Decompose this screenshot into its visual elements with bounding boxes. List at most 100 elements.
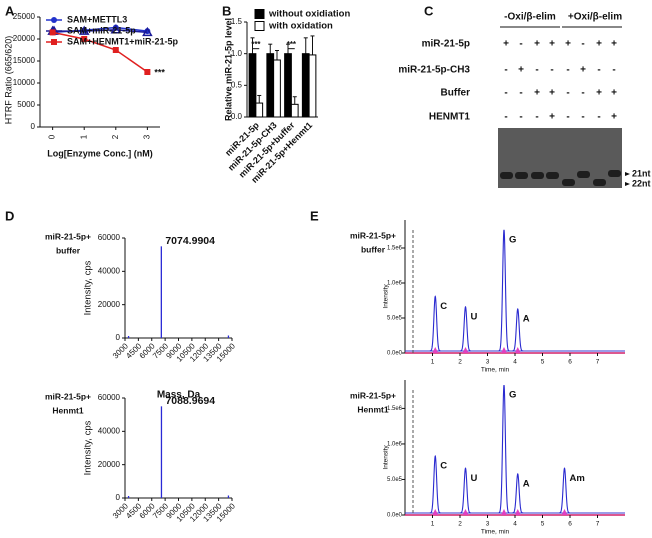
uv-trace xyxy=(514,347,521,353)
y-axis-label: Intensity, cps xyxy=(83,260,94,315)
bar xyxy=(248,53,257,118)
peak-label: G xyxy=(509,234,516,245)
sign: - xyxy=(519,88,522,99)
legend-label: SAM+HENMT1+miR-21-5p xyxy=(67,36,179,46)
series-line xyxy=(52,29,148,34)
panel-label: D xyxy=(5,208,14,223)
sign: + xyxy=(596,39,602,50)
x-tick-label: 1 xyxy=(431,359,435,366)
x-axis-label: Mass, Da xyxy=(157,390,201,401)
peak-label: C xyxy=(440,461,447,472)
sign: - xyxy=(597,65,600,76)
sign: - xyxy=(504,112,507,123)
uv-trace xyxy=(514,509,521,515)
y-tick-label: 0 xyxy=(116,493,121,502)
sign: - xyxy=(550,65,553,76)
legend-swatch xyxy=(254,9,265,19)
x-tick-label: 2 xyxy=(111,134,120,139)
y-tick-label: 25000 xyxy=(13,12,36,21)
y-tick-label: 60000 xyxy=(98,393,121,402)
peak-label: Am xyxy=(570,473,585,484)
peak-label: U xyxy=(471,473,478,484)
x-tick-label: 2 xyxy=(458,521,462,528)
peak xyxy=(429,454,441,514)
spectrum-title: miR-21-5p+ xyxy=(45,231,91,241)
y-tick-label: 0.0e0 xyxy=(387,513,403,519)
x-tick-label: 6 xyxy=(568,521,572,528)
bar xyxy=(273,59,281,118)
chromatogram-title: Henmt1 xyxy=(357,404,388,414)
sign: + xyxy=(549,39,555,50)
y-tick-label: 0 xyxy=(31,122,36,131)
x-tick-label: 4 xyxy=(513,359,517,366)
legend-label: with oxidation xyxy=(268,21,333,32)
peak xyxy=(429,295,441,352)
marker xyxy=(78,25,90,35)
y-tick-label: 0.5 xyxy=(231,80,243,89)
x-tick-label: 1 xyxy=(431,521,435,528)
x-tick-label: 1 xyxy=(79,134,88,139)
y-tick-label: 20000 xyxy=(98,460,121,469)
peak-label: C xyxy=(440,301,447,312)
sign: + xyxy=(534,88,540,99)
gel-bands xyxy=(500,170,621,186)
sign: + xyxy=(611,88,617,99)
y-tick-label: 20000 xyxy=(98,300,121,309)
sign: - xyxy=(504,88,507,99)
band-label: 22nt xyxy=(632,178,651,188)
annotation: *** xyxy=(154,67,165,77)
x-tick-label: 4 xyxy=(513,521,517,528)
sign: + xyxy=(549,88,555,99)
legend-marker xyxy=(51,17,57,23)
y-tick-label: 1.0 xyxy=(231,49,243,58)
chromatogram-title: buffer xyxy=(361,244,386,254)
y-axis-label: Intensity xyxy=(383,445,390,470)
x-tick-label: 5 xyxy=(541,359,545,366)
y-tick-label: 20000 xyxy=(13,34,36,43)
y-axis-label: HTRF Ratio (665/620) xyxy=(3,36,13,125)
legend-label: SAM+METTL3 xyxy=(67,14,127,24)
row-label: miR-21-5p xyxy=(422,39,470,50)
sign: + xyxy=(580,65,586,76)
annotation: *** xyxy=(251,40,261,49)
marker xyxy=(112,47,119,53)
y-tick-label: 5.0e5 xyxy=(387,316,403,322)
sign: - xyxy=(581,39,584,50)
peak-label: A xyxy=(523,478,530,489)
sign: + xyxy=(518,65,524,76)
legend-marker xyxy=(51,39,57,45)
bar xyxy=(284,53,292,118)
peak-label: 7074.9904 xyxy=(165,235,215,247)
y-tick-label: 0.0e0 xyxy=(387,351,403,357)
sign: - xyxy=(504,65,507,76)
panel-label: C xyxy=(424,3,434,18)
spectrum-title: Henmt1 xyxy=(52,405,83,415)
sign: + xyxy=(549,112,555,123)
peak-label: 7088.9694 xyxy=(165,395,215,407)
x-tick-label: 7 xyxy=(596,359,600,366)
peak xyxy=(512,472,524,514)
sign: - xyxy=(566,65,569,76)
sign: + xyxy=(503,39,509,50)
y-tick-label: 10000 xyxy=(13,78,36,87)
sign: - xyxy=(612,65,615,76)
y-tick-label: 1.5 xyxy=(231,17,243,26)
series-line xyxy=(52,31,148,73)
sign: + xyxy=(565,39,571,50)
x-tick-label: 3 xyxy=(486,521,490,528)
sign: + xyxy=(596,88,602,99)
y-tick-label: 1.0e6 xyxy=(387,281,403,287)
bar xyxy=(308,54,317,118)
marker xyxy=(142,26,153,37)
sign: - xyxy=(535,65,538,76)
chromatogram-title: miR-21-5p+ xyxy=(350,390,396,400)
band-arrow xyxy=(625,172,630,186)
y-tick-label: 5000 xyxy=(17,100,35,109)
y-tick-label: 15000 xyxy=(13,56,36,65)
peak xyxy=(460,467,471,514)
y-tick-label: 0 xyxy=(116,333,121,342)
uv-trace xyxy=(432,347,439,353)
y-tick-label: 60000 xyxy=(98,233,121,242)
bar xyxy=(301,53,310,118)
